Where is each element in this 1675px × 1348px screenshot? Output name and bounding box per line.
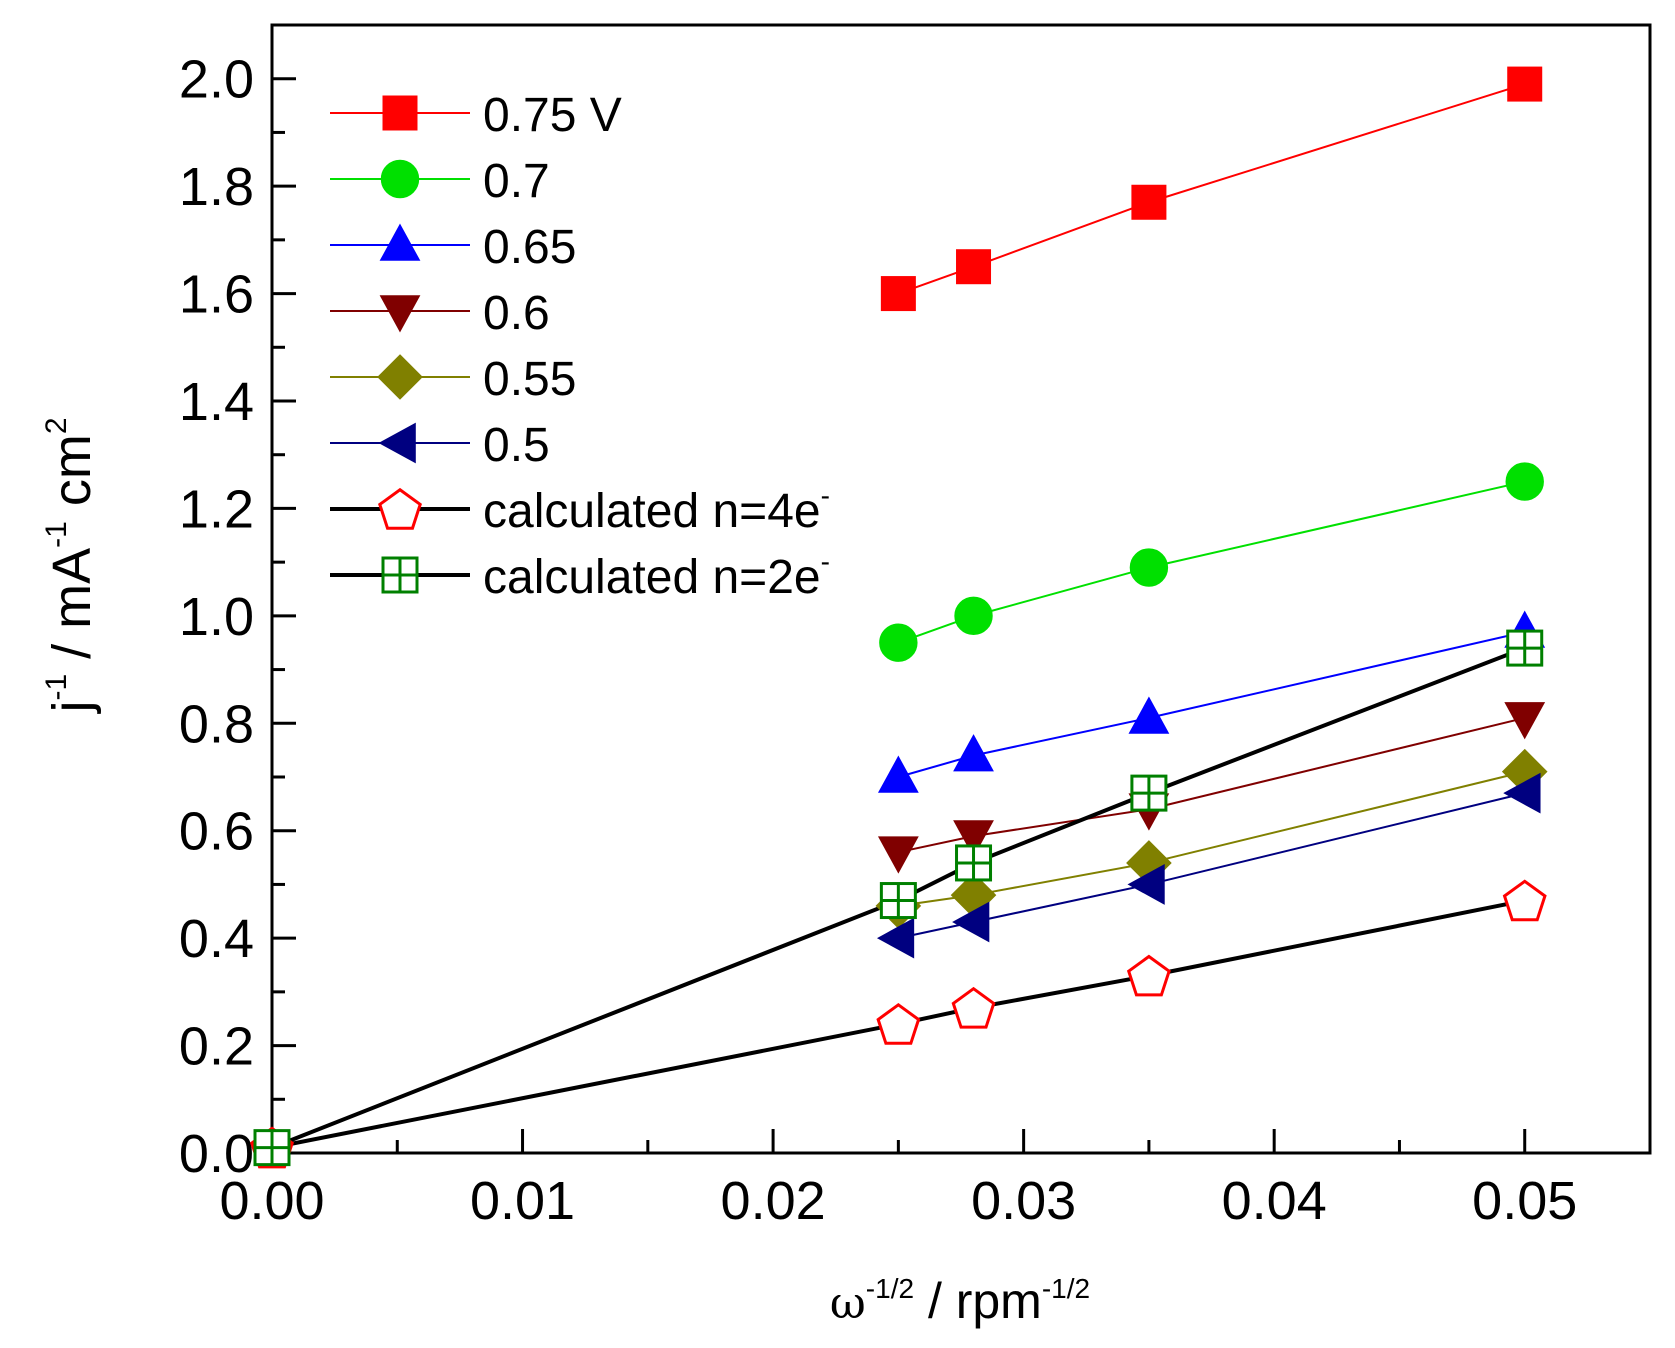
x-tick-label: 0.05 [1472, 1171, 1577, 1231]
series-markers [250, 66, 1548, 1169]
data-point [1128, 696, 1170, 734]
legend-label-text: calculated n=4e [483, 485, 821, 538]
y-tick-label: 0.0 [179, 1124, 254, 1184]
legend-marker [378, 487, 422, 530]
x-tick-label: 0.00 [219, 1171, 324, 1231]
data-point [951, 986, 996, 1029]
data-point [877, 836, 919, 874]
data-point [952, 901, 990, 943]
series-lines [271, 83, 1526, 1150]
series-line-3 [898, 716, 1525, 854]
legend-label-text: 0.65 [483, 221, 576, 274]
data-point [879, 623, 918, 662]
y-axis-label-sup1: -1 [40, 674, 73, 701]
legend-label-sup: - [821, 480, 830, 511]
series-line-5 [898, 792, 1525, 940]
data-point [1126, 954, 1171, 997]
legend-marker [379, 223, 421, 261]
data-point [876, 1002, 921, 1045]
legend-label-text: 0.7 [483, 155, 550, 208]
y-axis-label-text2: cm [42, 434, 102, 521]
data-point [1129, 548, 1169, 587]
plot-border [270, 23, 1652, 1155]
legend-marker [380, 159, 420, 199]
legend-label-text: 0.75 V [483, 89, 622, 142]
x-axis-label-symbol: ω [830, 1278, 866, 1329]
data-point [1131, 184, 1167, 220]
y-tick-label: 1.8 [179, 157, 254, 217]
legend-marker [381, 556, 419, 594]
y-axis-label-sup2: -1 [40, 521, 73, 548]
series-line-4 [898, 770, 1525, 907]
legend-marker [378, 422, 416, 464]
x-tick-label: 0.04 [1222, 1171, 1327, 1231]
data-point [953, 820, 994, 858]
data-point [1505, 462, 1544, 501]
y-axis-label-sup3: 2 [40, 417, 73, 434]
data-point [1507, 66, 1543, 102]
x-tick-label: 0.03 [971, 1171, 1076, 1231]
y-tick-label: 1.0 [179, 587, 254, 647]
data-point [956, 249, 992, 285]
legend-label: calculated n=4e- [483, 480, 830, 538]
series-line-2 [898, 630, 1525, 778]
x-axis-label-sup2: -1/2 [1042, 1273, 1090, 1304]
data-point [955, 844, 993, 882]
x-axis-label: ω-1/2 / rpm-1/2 [830, 1273, 1090, 1329]
y-tick-label: 0.4 [179, 909, 254, 969]
data-point [879, 882, 917, 920]
y-tick-label: 1.6 [179, 265, 254, 325]
legend-label-sup: - [821, 546, 830, 577]
data-point [1504, 702, 1546, 740]
y-tick-label: 0.8 [179, 694, 254, 754]
x-axis-label-sup1: -1/2 [866, 1273, 914, 1304]
legend-marker [379, 295, 421, 333]
data-point [953, 734, 994, 772]
legend-label-text: 0.6 [483, 287, 550, 340]
data-point [1502, 879, 1547, 922]
y-tick-label: 2.0 [179, 50, 254, 110]
legend-label: 0.5 [483, 419, 550, 472]
legend-label: 0.75 V [483, 89, 622, 142]
legend-label-text: 0.5 [483, 419, 550, 472]
data-point [253, 1129, 291, 1167]
legend-marker [377, 354, 423, 400]
legend-marker [382, 95, 418, 131]
data-point [877, 755, 919, 793]
y-tick-label: 0.2 [179, 1017, 254, 1077]
legend-label: calculated n=2e- [483, 546, 830, 604]
x-axis-label-text: / rpm [914, 1273, 1042, 1329]
data-point [880, 276, 916, 312]
data-point [954, 596, 993, 636]
data-point [876, 917, 915, 959]
legend-label: 0.55 [483, 353, 576, 406]
x-tick-label: 0.02 [721, 1171, 826, 1231]
data-point [1130, 774, 1168, 812]
legend-label-text: 0.55 [483, 353, 576, 406]
legend-label: 0.7 [483, 155, 550, 208]
data-point [1506, 629, 1544, 667]
y-tick-label: 1.4 [179, 372, 254, 432]
plot-frame [270, 23, 1652, 1155]
y-axis-label: j-1 / mA-1 cm2 [40, 417, 102, 714]
x-tick-label: 0.01 [470, 1171, 575, 1231]
legend-label: 0.6 [483, 287, 550, 340]
axis-tick-labels: 0.00 0.01 0.02 0.03 0.04 0.05 0.0 0.2 0.4 0.6 0.8 1… [179, 50, 1577, 1231]
series-line-1 [898, 480, 1525, 644]
legend-label-text: calculated n=2e [483, 551, 821, 604]
data-point [1127, 864, 1165, 905]
y-axis-label-text1: / mA [42, 548, 102, 674]
legend-label: 0.65 [483, 221, 576, 274]
y-tick-label: 0.6 [179, 802, 254, 862]
series-line-0 [898, 83, 1526, 295]
data-point [1503, 772, 1541, 814]
y-axis-label-symbol: j [42, 701, 102, 715]
y-tick-label: 1.2 [179, 479, 254, 539]
